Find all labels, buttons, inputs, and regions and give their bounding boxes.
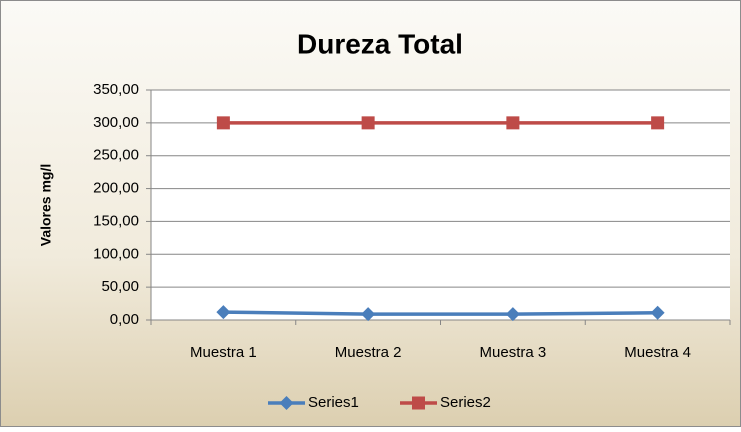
y-axis-label: Valores mg/l: [38, 164, 54, 246]
x-tick-label: Muestra 2: [335, 344, 402, 361]
point: [216, 116, 230, 130]
y-tick-label: 200,00: [93, 180, 139, 197]
y-tick-label: 150,00: [93, 212, 139, 229]
x-tick-label: Muestra 3: [480, 344, 547, 361]
series-line: [223, 310, 658, 316]
point: [361, 307, 376, 322]
legend-label: Series2: [440, 394, 491, 411]
y-tick-label: 0,00: [110, 311, 139, 328]
y-tick-label: 100,00: [93, 245, 139, 262]
plot-area: [151, 90, 730, 320]
legend-label: Series1: [308, 394, 359, 411]
legend-marker: [412, 396, 425, 410]
point: [506, 116, 520, 130]
point: [651, 116, 665, 130]
x-tick-label: Muestra 4: [624, 344, 691, 361]
chart-title: Dureza Total: [297, 28, 463, 59]
point: [216, 305, 231, 320]
point: [361, 116, 375, 130]
point: [650, 305, 665, 320]
y-tick-label: 250,00: [93, 147, 139, 164]
point: [505, 307, 520, 322]
y-tick-label: 300,00: [93, 114, 139, 131]
x-tick-label: Muestra 1: [190, 344, 257, 361]
legend-marker: [279, 396, 294, 410]
y-tick-label: 350,00: [93, 81, 139, 98]
y-tick-label: 50,00: [101, 278, 139, 295]
